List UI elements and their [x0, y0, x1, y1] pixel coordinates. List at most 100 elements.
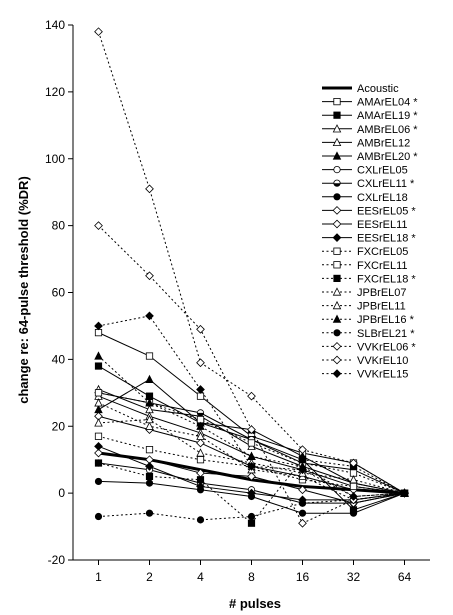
y-axis-title: change re: 64-pulse threshold (%DR): [16, 176, 31, 404]
legend-marker: [332, 124, 342, 133]
x-tick-label: 1: [95, 570, 102, 584]
legend-marker: [332, 206, 342, 215]
legend-entry-7: CXLrEL11 *: [322, 178, 415, 190]
data-point: [349, 492, 358, 501]
legend-entry-17: JPBrEL16 *: [322, 314, 415, 326]
legend-marker: [332, 287, 342, 296]
legend-marker: [333, 329, 341, 337]
data-point: [196, 324, 205, 334]
legend-entry-13: FXCrEL11: [322, 260, 408, 272]
data-point: [94, 404, 103, 414]
data-point: [94, 512, 103, 521]
legend-label: VVKrEL06 *: [357, 341, 416, 353]
legend-marker: [333, 166, 341, 174]
data-point: [196, 516, 205, 524]
data-point: [247, 462, 256, 471]
legend-marker: [333, 193, 341, 201]
legend-label: AMBrEL20 *: [357, 151, 418, 163]
y-tick-label: 140: [45, 18, 65, 32]
data-point: [94, 389, 103, 397]
legend-label: CXLrEL05: [357, 165, 408, 177]
data-point: [196, 358, 205, 368]
data-point: [400, 488, 409, 498]
data-point: [94, 362, 103, 370]
data-point: [298, 485, 307, 495]
legend-marker: [332, 342, 342, 351]
data-point: [247, 512, 256, 521]
data-point: [145, 462, 154, 471]
data-point: [349, 482, 358, 491]
legend-entry-5: AMBrEL20 *: [322, 151, 418, 163]
data-point: [94, 448, 103, 458]
data-point: [94, 459, 103, 467]
data-point: [145, 421, 154, 430]
legend-entry-16: JPBrEL11: [322, 301, 406, 313]
data-point: [298, 518, 307, 528]
y-tick-label: 20: [52, 419, 66, 433]
legend-marker: [333, 98, 341, 106]
legend-entry-0: Acoustic: [322, 83, 399, 95]
data-point: [349, 458, 358, 468]
y-tick-label: 60: [52, 286, 66, 300]
legend-entry-1: AMArEL04 *: [322, 97, 418, 109]
data-point: [196, 448, 205, 457]
x-tick-label: 32: [347, 570, 361, 584]
data-point: [94, 329, 103, 337]
legend-label: FXCrEL11: [357, 260, 408, 272]
data-point: [94, 27, 103, 37]
data-point: [247, 472, 256, 481]
legend-marker: [333, 247, 341, 255]
legend-marker: [332, 300, 342, 310]
data-point: [94, 351, 103, 360]
series-layer: [94, 27, 409, 528]
data-point: [196, 385, 205, 394]
data-point: [94, 441, 103, 451]
data-point: [145, 472, 154, 481]
data-point: [349, 509, 358, 517]
legend-label: VVKrEL10: [357, 355, 408, 367]
legend-entry-19: VVKrEL06 *: [322, 341, 416, 353]
legend-entry-2: AMArEL19 *: [322, 110, 418, 122]
data-point: [94, 432, 103, 440]
data-point: [145, 352, 154, 360]
legend-entry-4: AMBrEL12: [322, 137, 410, 149]
data-point: [145, 398, 154, 407]
data-point: [298, 499, 307, 507]
data-point: [145, 184, 154, 194]
x-axis-title: # pulses: [229, 596, 281, 611]
legend-marker: [333, 261, 341, 269]
legend-entry-12: FXCrEL05: [322, 246, 408, 258]
data-point: [349, 475, 358, 484]
data-point: [196, 456, 205, 464]
data-point: [145, 414, 154, 424]
legend-marker: [332, 137, 342, 147]
data-point: [247, 391, 256, 401]
legend-entry-20: VVKrEL10: [322, 355, 408, 367]
x-tick-label: 64: [398, 570, 412, 584]
legend-label: EESrEL11: [357, 219, 408, 231]
data-point: [196, 431, 205, 440]
legend-marker-half: [333, 183, 341, 187]
legend-label: VVKrEL15: [357, 369, 408, 381]
data-point: [298, 509, 307, 517]
series-line: [98, 402, 405, 501]
data-point: [94, 221, 103, 230]
legend-marker: [332, 314, 342, 323]
legend-label: JPBrEL16 *: [357, 314, 415, 326]
y-tick-label: 80: [52, 219, 66, 233]
data-point: [94, 321, 103, 331]
data-point: [145, 374, 154, 384]
data-point-half: [197, 412, 204, 417]
legend-entry-18: SLBrEL21 *: [322, 328, 415, 340]
legend-marker: [332, 151, 342, 160]
data-point: [247, 488, 256, 498]
data-point: [298, 465, 307, 475]
legend-label: EESrEL05 *: [357, 205, 416, 217]
y-tick-label: 120: [45, 85, 65, 99]
data-point: [196, 482, 205, 491]
legend-entry-9: EESrEL05 *: [322, 205, 416, 217]
legend-label: CXLrEL11 *: [357, 178, 415, 190]
data-point: [196, 438, 205, 448]
series-21: [94, 311, 409, 501]
legend-marker: [333, 111, 341, 119]
